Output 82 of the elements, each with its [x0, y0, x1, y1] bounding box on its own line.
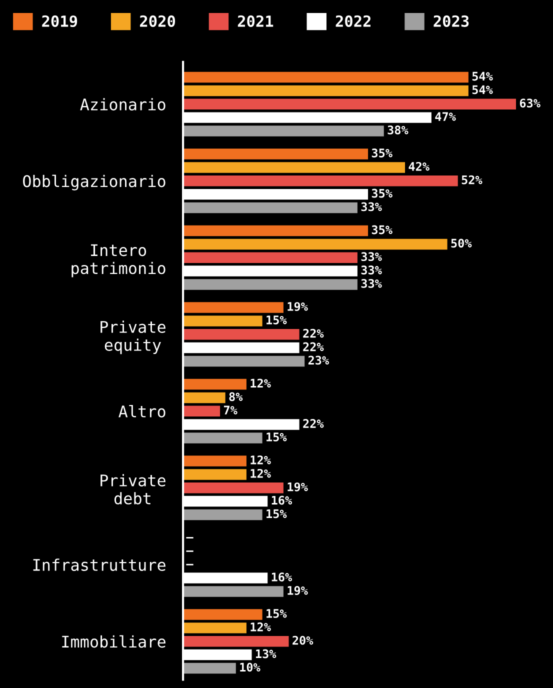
bar — [183, 392, 226, 404]
legend-label: 2020 — [140, 15, 176, 27]
bar — [183, 72, 468, 83]
data-label: 7% — [224, 406, 238, 414]
bar — [183, 662, 236, 674]
data-label: 33% — [361, 278, 382, 288]
data-label: 54% — [472, 85, 493, 94]
bar — [183, 202, 358, 214]
bar — [183, 238, 448, 250]
bar — [183, 406, 220, 416]
data-label: 16% — [272, 572, 292, 582]
data-label: 50% — [451, 238, 472, 248]
data-label: 22% — [303, 328, 324, 338]
data-label: 33% — [361, 202, 382, 212]
bar — [183, 636, 289, 647]
legend-label: 2023 — [434, 15, 469, 27]
bar — [183, 469, 246, 480]
data-label: 12% — [250, 378, 271, 388]
bar — [183, 126, 384, 136]
legend-label: 2022 — [336, 15, 370, 27]
data-label: 19% — [288, 482, 308, 492]
bar — [183, 329, 300, 340]
data-label: 12% — [250, 622, 271, 632]
bar — [183, 609, 262, 620]
bar — [183, 98, 516, 110]
bar — [183, 456, 246, 466]
data-label: 52% — [462, 175, 482, 184]
y-tick-label: Immobiliare — [62, 635, 166, 648]
data-label: 8% — [229, 392, 243, 402]
bar — [183, 225, 368, 236]
y-tick-label: Private debt — [100, 474, 166, 504]
data-label: 33% — [361, 266, 382, 274]
bar — [183, 482, 284, 494]
bar — [183, 302, 284, 313]
data-label: 15% — [266, 432, 287, 442]
data-label: 10% — [240, 662, 260, 672]
bar — [183, 148, 368, 160]
y-tick-label: Infrastrutture — [33, 558, 166, 571]
data-label: 16% — [272, 496, 292, 505]
data-label: 12% — [250, 456, 271, 464]
text: – — [186, 564, 194, 566]
data-label: 13% — [256, 649, 276, 658]
data-label: 15% — [266, 316, 287, 324]
bar — [183, 432, 262, 444]
data-label: 35% — [372, 148, 392, 158]
data-label: 22% — [303, 419, 324, 428]
bar — [183, 356, 305, 367]
bar — [183, 176, 458, 186]
text: – — [186, 537, 194, 538]
bar — [183, 85, 468, 96]
data-label: 35% — [372, 225, 392, 234]
data-label: 23% — [308, 356, 330, 365]
data-label: 20% — [292, 636, 314, 645]
data-label: 15% — [266, 609, 287, 618]
legend-label: 2019 — [42, 15, 78, 28]
bar — [183, 162, 406, 173]
y-tick-label: Altro — [118, 405, 166, 418]
bar — [183, 509, 262, 520]
data-label: 38% — [388, 125, 408, 134]
y-tick-label: Obbligazionario — [23, 174, 166, 190]
data-label: 35% — [372, 188, 392, 198]
bar — [183, 252, 358, 263]
data-label: 22% — [303, 342, 324, 352]
data-label: 12% — [250, 468, 271, 478]
data-label: 42% — [408, 162, 430, 171]
data-label: 19% — [288, 586, 308, 595]
legend-label: 2021 — [238, 15, 274, 27]
bar — [183, 279, 358, 290]
data-label: 54% — [472, 72, 493, 81]
data-label: 47% — [435, 112, 456, 121]
bar — [183, 622, 246, 634]
y-tick-label: Intero patrimonio — [72, 244, 166, 278]
data-label: 19% — [288, 302, 308, 311]
text: – — [186, 550, 194, 552]
bar — [183, 316, 262, 326]
y-tick-label: Azionario — [80, 98, 166, 110]
bar — [183, 586, 284, 597]
data-label: 33% — [361, 252, 382, 262]
data-label: 15% — [266, 509, 287, 518]
data-label: 63% — [520, 98, 540, 108]
y-tick-label: Private equity — [100, 320, 166, 354]
bar — [183, 378, 246, 390]
